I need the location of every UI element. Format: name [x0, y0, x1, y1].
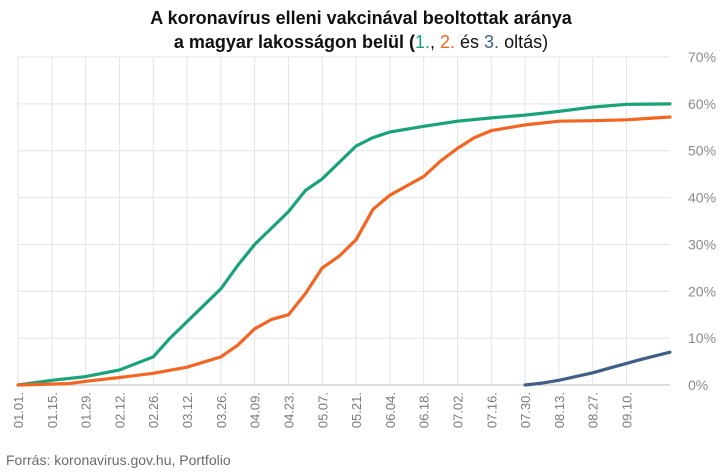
x-tick-label: 04.23. [281, 392, 296, 428]
chart-title-line1: A koronavírus elleni vakcinával beoltott… [150, 8, 572, 28]
y-axis-ticks: 0% 10% 20% 30% 40% 50% 60% 70% [688, 49, 716, 393]
x-tick-label: 07.30. [518, 392, 533, 428]
x-tick-label: 06.04. [383, 392, 398, 428]
x-tick-label: 02.26. [146, 392, 161, 428]
grid-lines [17, 56, 670, 386]
y-tick-label: 70% [688, 49, 716, 65]
x-tick-label: 01.01. [11, 392, 26, 428]
series-line-dose-1 [16, 102, 672, 387]
title-suffix: oltás) [499, 32, 549, 52]
series-line-dose-2 [16, 115, 672, 387]
x-tick-label: 09.10. [620, 392, 635, 428]
title-separator-2: és [455, 32, 485, 52]
y-tick-label: 40% [688, 190, 716, 206]
x-tick-label: 07.16. [484, 392, 499, 428]
chart-title-line2-text: a magyar lakosságon belül ( [173, 32, 415, 52]
x-axis-ticks: 01.01. 01.15. 01.29. 02.12. 02.26. 03.12. 03.2… [11, 392, 635, 428]
chart-title-line2: a magyar lakosságon belül (1., 2. és 3. … [0, 30, 722, 54]
x-tick-label: 02.12. [112, 392, 127, 428]
y-tick-label: 50% [688, 143, 716, 159]
x-tick-label: 01.29. [79, 392, 94, 428]
x-tick-label: 08.27. [586, 392, 601, 428]
x-tick-label: 08.13. [552, 392, 567, 428]
series-line-dose-3 [523, 350, 672, 387]
title-dose2-marker: 2. [440, 32, 456, 52]
x-tick-label: 06.18. [417, 392, 432, 428]
source-note: Forrás: koronavirus.gov.hu, Portfolio [6, 452, 231, 468]
title-dose3-marker: 3. [484, 32, 500, 52]
x-tick-label: 07.02. [450, 392, 465, 428]
y-tick-label: 10% [688, 330, 716, 346]
y-tick-label: 20% [688, 283, 716, 299]
y-tick-label: 0% [688, 377, 708, 393]
x-tick-label: 04.09. [248, 392, 263, 428]
chart-title: A koronavírus elleni vakcinával beoltott… [0, 6, 722, 54]
x-tick-label: 01.15. [45, 392, 60, 428]
series-lines [16, 102, 672, 387]
x-tick-label: 05.21. [349, 392, 364, 428]
y-tick-label: 60% [688, 96, 716, 112]
title-dose1-marker: 1. [414, 32, 430, 52]
x-tick-label: 03.12. [180, 392, 195, 428]
y-tick-label: 30% [688, 236, 716, 252]
title-separator-1: , [430, 32, 441, 52]
x-tick-label: 05.07. [315, 392, 330, 428]
x-tick-label: 03.26. [214, 392, 229, 428]
